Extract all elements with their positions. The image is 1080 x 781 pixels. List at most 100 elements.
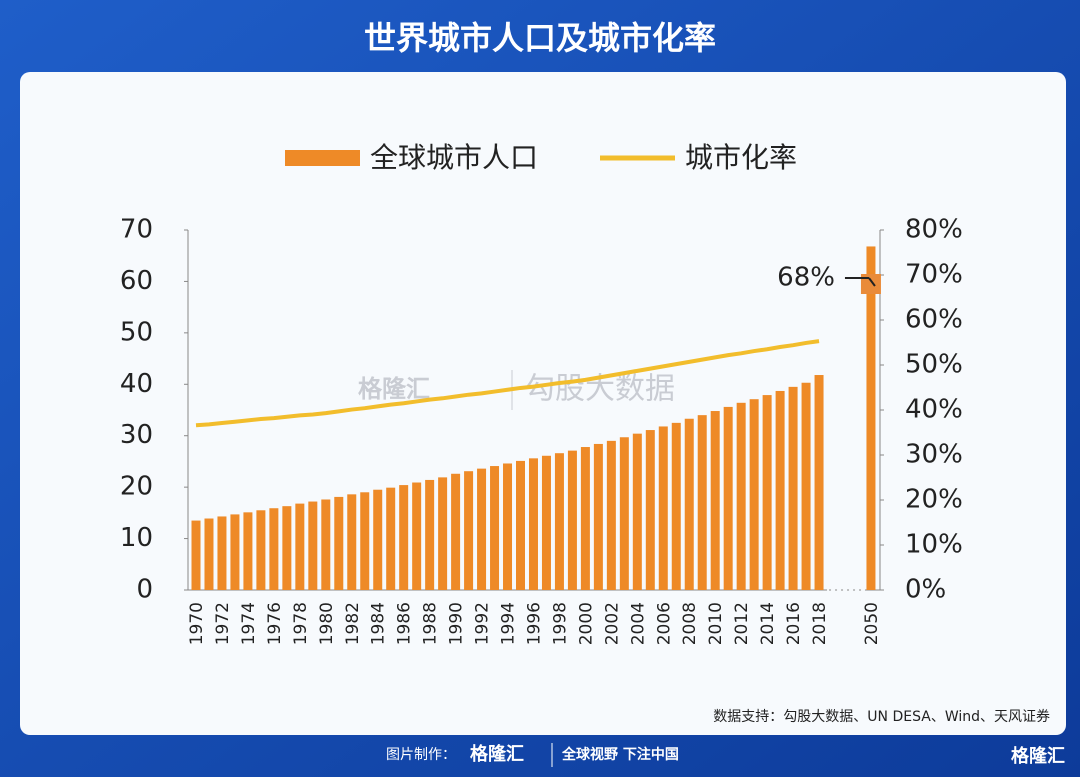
bar: [321, 499, 331, 590]
title: 世界城市人口及城市化率: [364, 19, 716, 57]
y2-tick-label: 10%: [905, 530, 963, 560]
y2-tick-label: 40%: [905, 395, 963, 425]
x-tick-label: 1990: [447, 602, 467, 645]
legend-swatch: [285, 150, 360, 166]
x-tick-label: 1976: [265, 602, 285, 645]
bar: [619, 437, 629, 590]
bar: [386, 487, 396, 590]
bar: [866, 246, 876, 590]
annotation-leader: [868, 277, 876, 287]
bar: [477, 468, 487, 590]
bar: [736, 402, 746, 590]
x-tick-label: 1986: [395, 602, 415, 645]
y-tick-label: 10: [120, 523, 153, 553]
x-tick-label: 2018: [810, 602, 830, 645]
bar: [580, 447, 590, 590]
footer-brand: 格隆汇: [470, 743, 524, 765]
bar: [801, 382, 811, 590]
bar: [269, 508, 279, 590]
bar: [464, 471, 474, 590]
y-tick-label: 30: [120, 420, 153, 450]
bar: [425, 479, 435, 590]
y2-tick-label: 70%: [905, 260, 963, 290]
y-tick-label: 0: [136, 575, 153, 605]
bar: [723, 406, 733, 590]
x-tick-label: 1980: [317, 602, 337, 645]
x-tick-label: 1998: [550, 602, 570, 645]
bar: [334, 496, 344, 590]
x-tick-label: 2010: [706, 602, 726, 645]
bar: [516, 460, 525, 590]
y-tick-label: 70: [120, 215, 153, 245]
bar: [243, 512, 253, 590]
legend-label: 城市化率: [685, 141, 797, 174]
bar: [697, 415, 707, 590]
x-tick-label: 1994: [499, 602, 519, 645]
y2-tick-label: 0%: [905, 575, 946, 605]
x-tick-label: 2016: [784, 602, 804, 645]
x-tick-label: 2008: [680, 602, 700, 645]
bar: [528, 458, 538, 590]
x-tick-label: 1978: [291, 602, 311, 645]
bar: [360, 492, 370, 590]
legend-label: 全球城市人口: [370, 141, 538, 174]
bar: [775, 390, 785, 590]
bar: [399, 485, 409, 590]
y-tick-label: 50: [120, 317, 153, 347]
x-tick-label: 2014: [758, 602, 778, 645]
bar: [710, 411, 720, 590]
bar: [191, 520, 201, 590]
y2-tick-label: 30%: [905, 440, 963, 470]
bar: [658, 426, 668, 590]
watermark-brand: 格隆汇: [358, 375, 430, 403]
annotation-label: 68%: [777, 263, 835, 293]
y-tick-label: 20: [120, 472, 153, 502]
bar: [749, 399, 759, 590]
bar: [632, 433, 642, 590]
bar: [593, 443, 603, 590]
bar: [295, 503, 305, 590]
x-tick-label: 2006: [654, 602, 674, 645]
bar: [451, 473, 461, 590]
bar: [788, 386, 798, 590]
bar: [541, 455, 551, 590]
bar: [762, 395, 772, 590]
bar: [256, 510, 266, 590]
bar: [645, 430, 655, 590]
x-tick-label: 2000: [576, 602, 596, 645]
x-tick-label: 2050: [862, 602, 882, 645]
x-tick-label: 1974: [239, 602, 259, 645]
x-tick-label: 1988: [421, 602, 441, 645]
y2-tick-label: 80%: [905, 215, 963, 245]
x-tick-label: 1970: [187, 602, 207, 645]
bar: [438, 477, 448, 590]
x-tick-label: 1992: [473, 602, 493, 645]
corner-brand: 格隆汇: [1011, 745, 1065, 767]
x-tick-label: 2002: [602, 602, 622, 645]
footer-slogan: 全球视野 下注中国: [561, 746, 679, 763]
y-tick-label: 60: [120, 266, 153, 296]
x-tick-label: 1984: [369, 602, 389, 645]
y2-tick-label: 60%: [905, 305, 963, 335]
y2-tick-label: 20%: [905, 485, 963, 515]
x-tick-label: 2004: [628, 602, 648, 645]
bar: [684, 418, 694, 590]
bar: [490, 466, 500, 590]
bar: [308, 501, 318, 590]
line: [195, 339, 820, 428]
source: 数据支持：勾股大数据、UN DESA、Wind、天风证券: [713, 709, 1050, 725]
bar: [230, 514, 240, 590]
bar: [373, 489, 383, 590]
bar: [412, 482, 422, 590]
bar: [204, 518, 214, 590]
bar: [606, 440, 616, 590]
bar: [567, 450, 577, 590]
bar: [503, 463, 513, 590]
y-tick-label: 40: [120, 369, 153, 399]
x-tick-label: 1982: [343, 602, 363, 645]
bar: [217, 516, 227, 590]
x-tick-label: 2012: [732, 602, 752, 645]
bar: [671, 422, 681, 590]
